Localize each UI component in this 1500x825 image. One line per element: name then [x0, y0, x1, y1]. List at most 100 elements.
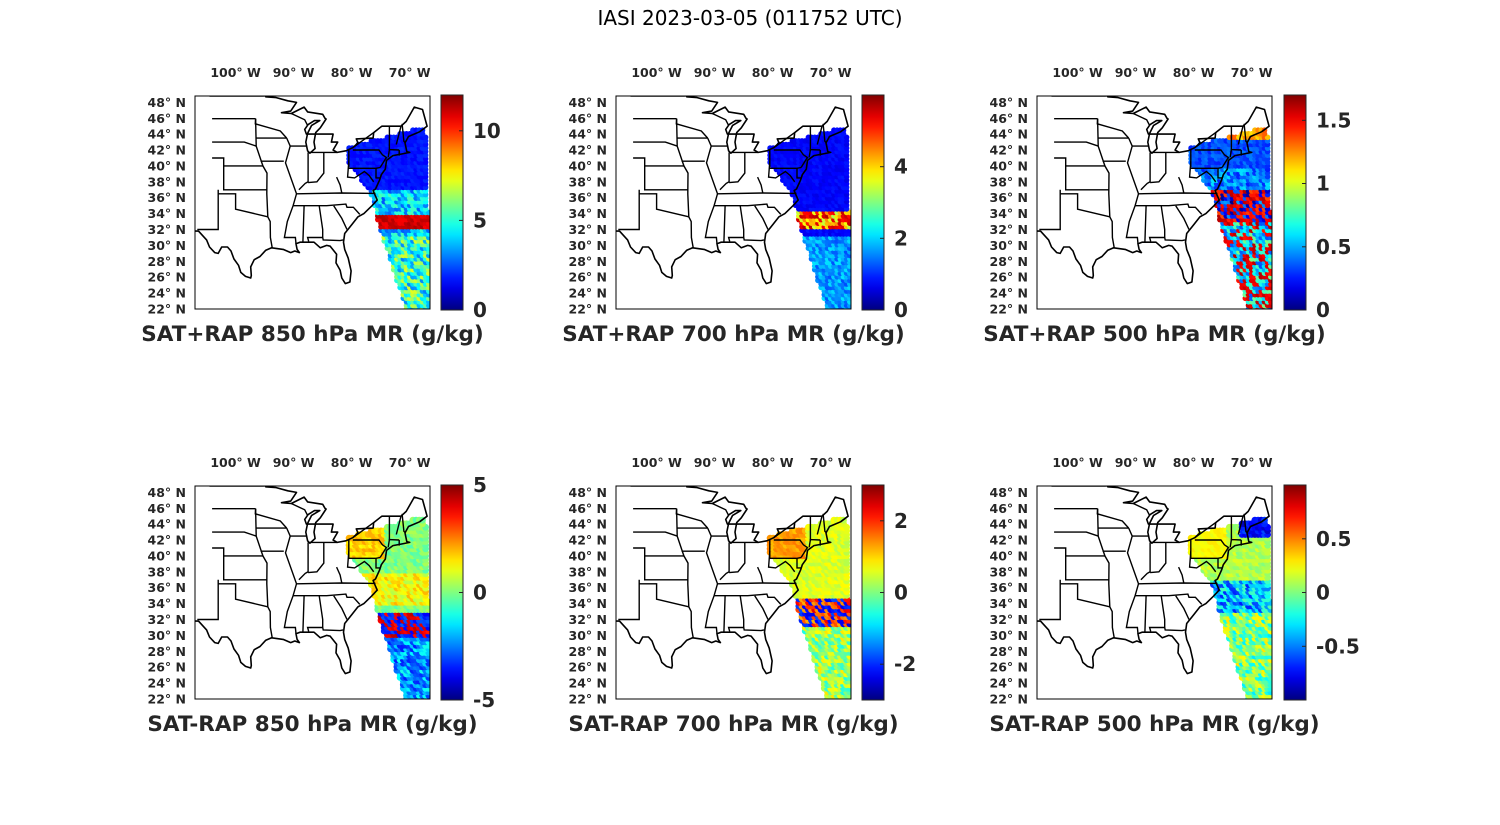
latitude-label: 42° N	[990, 143, 1028, 158]
colorbar-tick-label: 0	[473, 581, 487, 605]
state-border	[352, 132, 375, 149]
latitude-label: 38° N	[569, 564, 607, 579]
state-border	[375, 558, 381, 569]
state-border	[633, 547, 684, 557]
latitude-label: 30° N	[569, 628, 607, 643]
colorbar-tick-label: 2	[894, 226, 908, 250]
state-border	[796, 168, 802, 179]
state-border	[638, 189, 689, 218]
state-border	[743, 237, 765, 242]
state-border	[348, 540, 381, 559]
latitude-label: 44° N	[148, 517, 186, 532]
latitude-label: 48° N	[148, 485, 186, 500]
state-border	[217, 189, 268, 218]
state-border	[712, 502, 730, 516]
satellite-swath	[767, 127, 851, 309]
latitude-label: 32° N	[148, 612, 186, 627]
latitude-label: 46° N	[569, 111, 607, 126]
state-border	[1221, 156, 1230, 168]
state-border	[1135, 203, 1203, 215]
state-border	[395, 126, 402, 145]
longitude-label: 100° W	[210, 65, 261, 80]
latitude-label: 38° N	[148, 564, 186, 579]
latitude-label: 24° N	[148, 676, 186, 691]
state-border	[754, 205, 769, 230]
longitude-label: 100° W	[631, 65, 682, 80]
state-border	[773, 539, 809, 549]
state-border	[254, 118, 288, 139]
state-border	[1096, 118, 1130, 139]
state-border	[704, 527, 719, 634]
colorbar: 024	[861, 94, 908, 322]
state-border	[335, 566, 343, 584]
latitude-label: 26° N	[148, 270, 186, 285]
state-border	[1194, 149, 1230, 159]
colorbar-tick-label: 0	[473, 298, 487, 322]
map-panel-1: 100° W 90° W 80° W 70° W48° N46° N44° N42° …	[141, 65, 483, 347]
state-border	[346, 161, 375, 183]
state-border	[212, 157, 263, 167]
colorbar-tick-label: 0	[1316, 298, 1330, 322]
latitude-label: 28° N	[148, 644, 186, 659]
state-border	[387, 148, 400, 158]
state-border	[348, 150, 381, 169]
state-border	[618, 193, 640, 231]
satellite-swath	[766, 516, 851, 699]
state-border	[675, 118, 694, 248]
state-border	[254, 508, 273, 638]
colorbar-tick-label: 0.5	[1316, 235, 1351, 259]
state-border	[308, 152, 325, 184]
panel-title: SAT+RAP 500 hPa MR (g/kg)	[983, 322, 1325, 347]
state-border	[1229, 148, 1242, 158]
state-border	[723, 595, 726, 633]
latitude-label: 48° N	[990, 95, 1028, 110]
state-border	[1148, 205, 1166, 242]
latitude-label: 24° N	[569, 286, 607, 301]
latitude-label: 26° N	[990, 270, 1028, 285]
state-border	[729, 152, 746, 184]
latitude-label: 30° N	[148, 628, 186, 643]
state-border	[1054, 141, 1099, 147]
state-border	[291, 502, 309, 516]
state-border	[719, 542, 730, 581]
state-border	[633, 157, 684, 167]
state-border	[1188, 161, 1217, 183]
latitude-label: 44° N	[569, 517, 607, 532]
state-border	[212, 141, 257, 147]
latitude-label: 46° N	[990, 111, 1028, 126]
longitude-label: 70° W	[1231, 65, 1273, 80]
latitude-label: 48° N	[569, 485, 607, 500]
state-border	[352, 522, 375, 539]
state-border	[638, 579, 689, 608]
state-border	[729, 542, 746, 574]
latitude-label: 46° N	[569, 501, 607, 516]
state-border	[633, 141, 678, 147]
colorbar: 00.511.5	[1283, 94, 1351, 322]
state-border	[714, 203, 782, 215]
state-border	[1125, 137, 1140, 244]
longitude-label: 100° W	[631, 455, 682, 470]
map-border	[194, 485, 431, 700]
longitude-label: 80° W	[752, 455, 794, 470]
state-border	[296, 582, 376, 585]
state-border	[675, 508, 709, 529]
latitude-label: 28° N	[990, 254, 1028, 269]
state-border	[298, 152, 309, 191]
longitude-label: 80° W	[752, 65, 794, 80]
colorbar-tick-label: -2	[894, 652, 916, 676]
state-border	[767, 161, 796, 183]
latitude-label: 30° N	[990, 238, 1028, 253]
latitude-label: 38° N	[569, 174, 607, 189]
map-border	[194, 95, 431, 310]
longitude-label: 90° W	[1115, 65, 1157, 80]
latitude-label: 30° N	[569, 238, 607, 253]
state-border	[197, 583, 219, 621]
state-border	[212, 531, 257, 537]
coastline	[1037, 96, 1270, 285]
map-panel-4: 100° W 90° W 80° W 70° W48° N46° N44° N42° …	[147, 455, 477, 737]
satellite-swath	[1188, 127, 1272, 309]
state-border	[379, 156, 388, 168]
latitude-label: 24° N	[569, 676, 607, 691]
state-border	[756, 566, 764, 584]
